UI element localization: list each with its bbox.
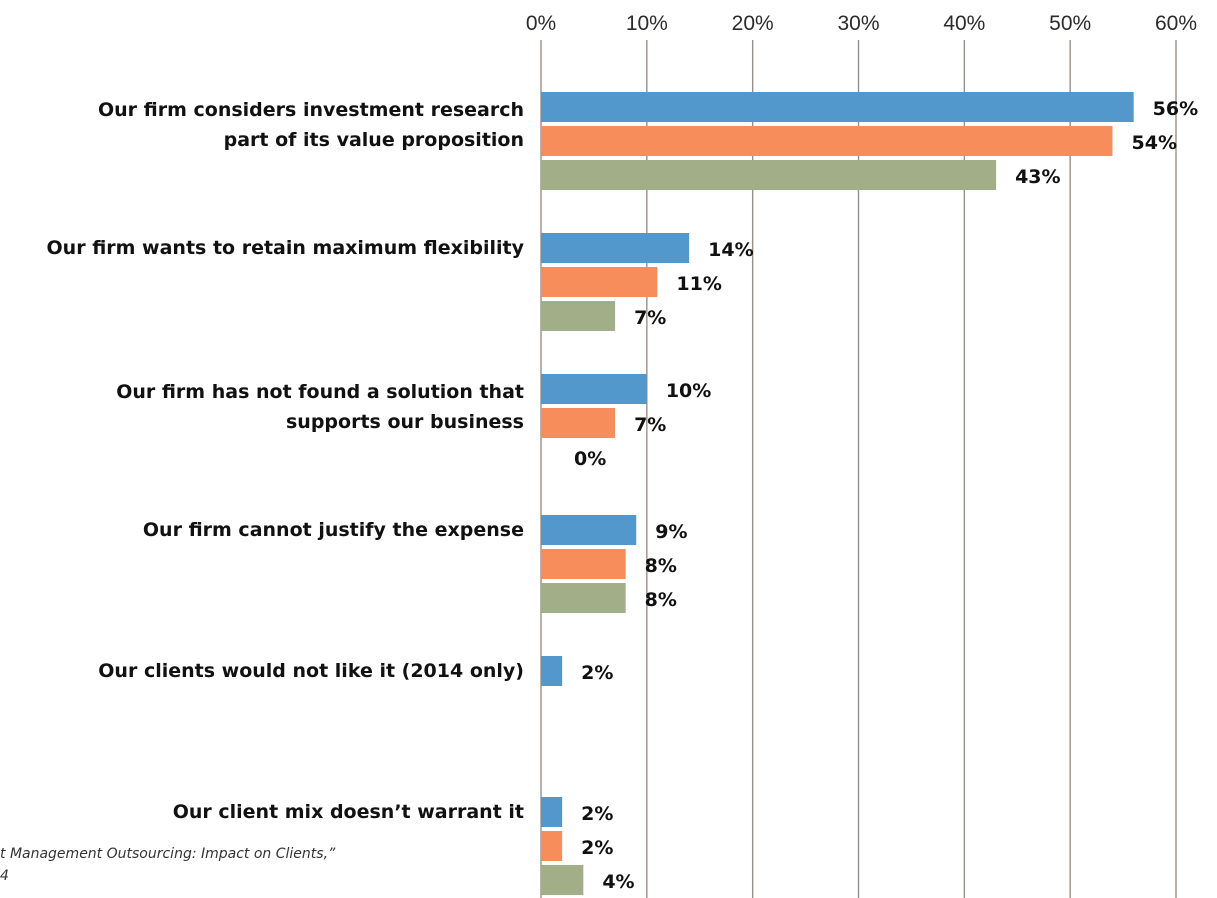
data-label: 11% [676,273,721,295]
category-label: Our firm wants to retain maximum flexibi… [47,237,525,259]
category-label: Our firm has not found a solution that [116,381,524,403]
bar [541,831,563,861]
data-label: 8% [645,555,677,577]
category-label: Our client mix doesn’t warrant it [173,801,524,823]
data-label: 7% [634,414,666,436]
bar [541,267,658,297]
data-label: 56% [1153,98,1198,120]
data-label: 0% [574,448,606,470]
data-labels: 56%54%43%14%11%7%10%7%0%9%8%8%2%2%2%4% [574,98,1198,893]
data-label: 2% [581,803,613,825]
category-label: part of its value proposition [224,129,524,151]
bars [541,92,1134,895]
footnote-line-1: t Management Outsourcing: Impact on Clie… [0,846,336,862]
category-label: Our firm considers investment research [98,99,524,121]
bar [541,549,626,579]
bar [541,126,1113,156]
x-tick-label: 10% [626,12,668,35]
data-label: 10% [666,380,711,402]
data-label: 2% [581,837,613,859]
bar [541,656,563,686]
x-axis-ticks: 0% 10% 20% 30% 40% 50% 60% [526,12,1197,35]
bar [541,374,647,404]
footnote: t Management Outsourcing: Impact on Clie… [0,846,336,884]
x-tick-label: 40% [943,12,985,35]
x-tick-label: 0% [526,12,556,35]
x-tick-label: 60% [1155,12,1197,35]
bar [541,301,616,331]
x-tick-label: 30% [837,12,879,35]
x-tick-label: 20% [732,12,774,35]
data-label: 7% [634,307,666,329]
data-label: 8% [645,589,677,611]
footnote-line-2: 4 [0,868,9,884]
category-labels: Our firm considers investment research pa… [47,99,525,823]
bar [541,515,637,545]
data-label: 2% [581,662,613,684]
bar [541,865,584,895]
x-tick-label: 50% [1049,12,1091,35]
bar [541,797,563,827]
bar [541,233,690,263]
category-label: supports our business [286,411,524,433]
bar [541,583,626,613]
data-label: 54% [1132,132,1177,154]
bar [541,160,997,190]
category-label: Our firm cannot justify the expense [143,519,524,541]
category-label: Our clients would not like it (2014 only… [98,660,524,682]
data-label: 4% [602,871,634,893]
bar [541,92,1134,122]
data-label: 9% [655,521,687,543]
bar [541,408,616,438]
data-label: 14% [708,239,753,261]
data-label: 43% [1015,166,1060,188]
